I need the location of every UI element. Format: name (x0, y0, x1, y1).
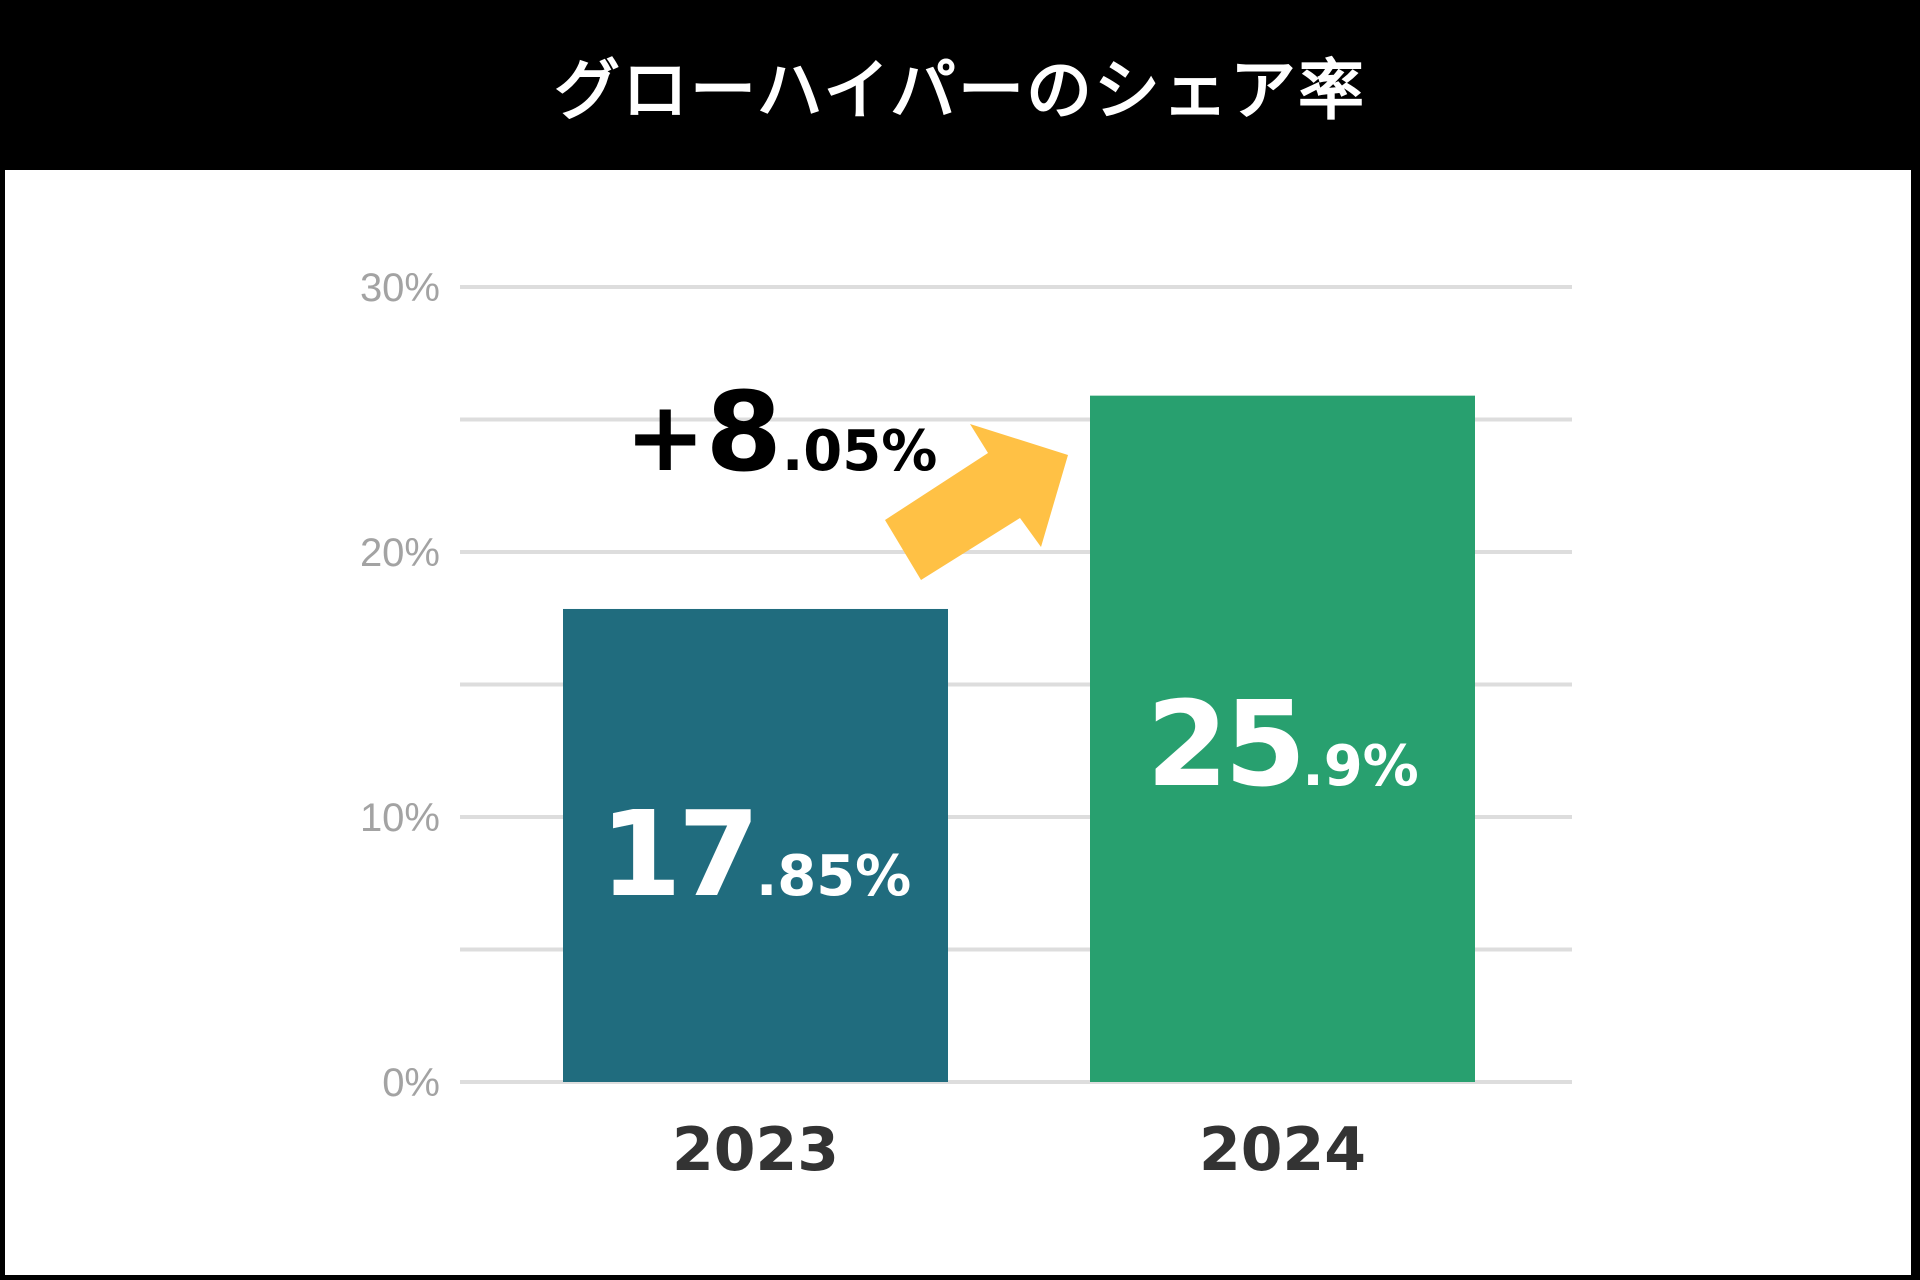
bar-value-decimal: .85% (756, 844, 911, 909)
bar-value-label: 25.9% (1146, 675, 1419, 813)
bars (563, 395, 1475, 1082)
bar-value-decimal: .9% (1302, 734, 1418, 799)
x-axis-category-labels: 2023 2024 (672, 1115, 1366, 1185)
growth-decimal: .05% (782, 419, 937, 484)
growth-annotation: +8.05% (625, 368, 1068, 580)
growth-arrow-icon (885, 424, 1068, 580)
chart-title: グローハイパーのシェア率 (553, 52, 1367, 129)
category-label: 2023 (672, 1115, 839, 1185)
growth-integer: 8 (705, 368, 782, 496)
y-tick-label: 20% (360, 531, 440, 575)
bar-2023 (563, 608, 948, 1082)
y-tick-label: 0% (382, 1061, 440, 1105)
category-label: 2024 (1199, 1115, 1366, 1185)
y-tick-label: 10% (360, 796, 440, 840)
bar-value-labels: 17.85% 25.9% (600, 675, 1419, 923)
growth-label: +8.05% (625, 368, 937, 496)
chart-panel: 0% 10% 20% 30% 17.85% 25.9% 2023 2024 +8.05% (5, 170, 1911, 1275)
y-tick-label: 30% (360, 266, 440, 310)
bar-value-label: 17.85% (600, 785, 912, 923)
bar-value-integer: 25 (1146, 675, 1302, 813)
y-axis-tick-labels: 0% 10% 20% 30% (360, 266, 440, 1105)
growth-sign: + (625, 381, 705, 493)
bar-chart: 0% 10% 20% 30% 17.85% 25.9% 2023 2024 +8.05% (360, 266, 1572, 1185)
bar-2024 (1090, 395, 1475, 1082)
bar-value-integer: 17 (600, 785, 756, 923)
